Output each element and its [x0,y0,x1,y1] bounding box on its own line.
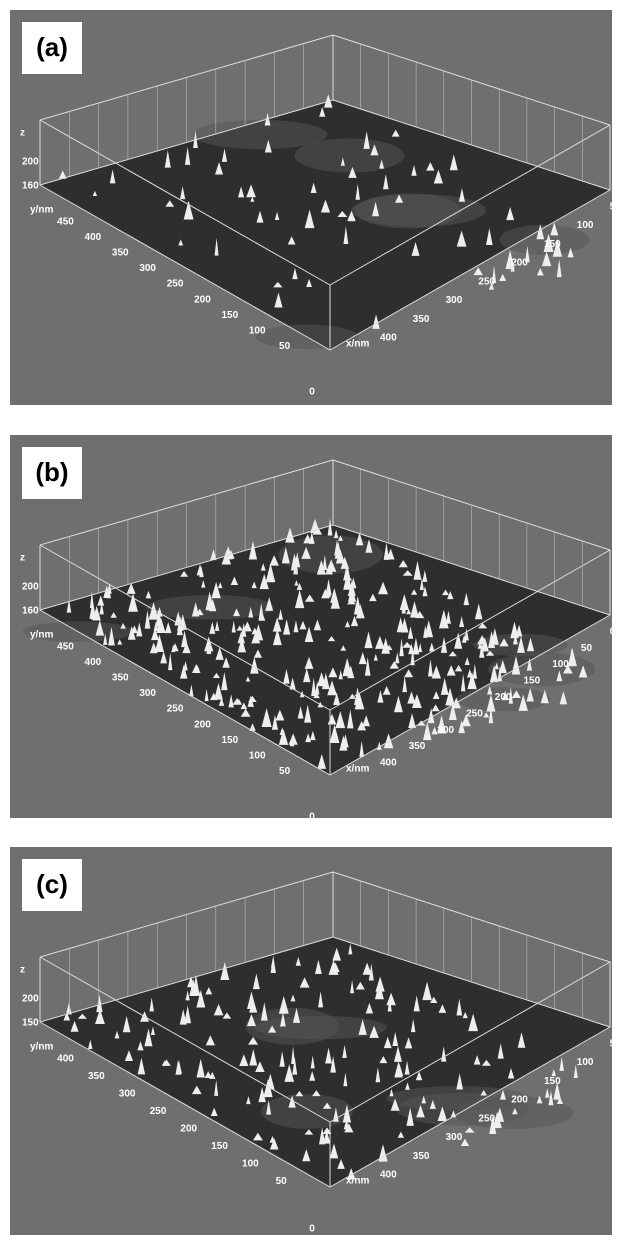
x-tick-label: 400 [380,758,397,769]
x-tick-label: 100 [577,220,594,231]
y-tick-label: 200 [180,1124,197,1135]
y-tick-label: 150 [211,1141,228,1152]
y-tick-label: 0 [309,812,315,823]
x-tick-label: 300 [446,295,463,306]
y-tick-label: 250 [150,1106,167,1117]
x-tick-label: 100 [552,659,569,670]
panel-label: (a) [36,32,68,62]
z-label: z [20,553,25,564]
y-tick-label: 100 [242,1159,259,1170]
y-tick-label: 50 [276,1176,288,1187]
z-tick-label: 200 [22,994,39,1005]
x-tick-label: 300 [437,725,454,736]
x-tick-label: 250 [466,708,483,719]
y-tick-label: 0 [309,1224,315,1235]
x-label: x/nm [346,1176,369,1187]
y-tick-label: 150 [221,735,238,746]
x-tick-label: 350 [413,1151,430,1162]
x-tick-label: 200 [495,692,512,703]
panel-label: (c) [36,869,68,899]
z-label: z [20,128,25,139]
z-label: z [20,965,25,976]
x-tick-label: 50 [610,201,621,212]
y-tick-label: 400 [85,232,102,243]
y-tick-label: 100 [249,750,266,761]
y-tick-label: 250 [167,704,184,715]
x-tick-label: 250 [478,276,495,287]
y-tick-label: 400 [57,1053,74,1064]
y-tick-label: 50 [279,766,291,777]
y-tick-label: 350 [88,1071,105,1082]
z-tick-label: 200 [22,157,39,168]
y-label: y/nm [30,205,53,216]
figure: (a) z 200 160 y/nm 450 400 350 300 250 200 150 100 50… [0,0,621,1241]
x-tick-label: 150 [544,1076,561,1087]
surface-texture [351,194,486,227]
x-tick-label: 200 [511,258,528,269]
x-tick-label: 50 [581,643,593,654]
y-tick-label: 200 [194,719,211,730]
y-tick-label: 300 [119,1088,136,1099]
panel: (c) z 200 150 y/nm 400 350 300 250 200 150 100 50 0 50… [10,847,621,1235]
z-tick-label: 160 [22,181,39,192]
y-tick-label: 0 [309,387,315,398]
y-tick-label: 450 [57,216,74,227]
y-tick-label: 150 [221,310,238,321]
y-tick-label: 50 [279,341,291,352]
y-tick-label: 450 [57,641,74,652]
y-tick-label: 400 [85,657,102,668]
y-tick-label: 250 [167,279,184,290]
x-tick-label: 150 [544,239,561,250]
x-label: x/nm [346,764,369,775]
z-tick-label: 160 [22,606,39,617]
x-tick-label: 400 [380,1170,397,1181]
x-tick-label: 100 [577,1057,594,1068]
x-tick-label: 350 [409,741,426,752]
surface-texture [261,1094,353,1129]
x-tick-label: 50 [610,1038,621,1049]
y-tick-label: 300 [139,263,156,274]
x-tick-label: 300 [446,1132,463,1143]
y-tick-label: 200 [194,294,211,305]
x-tick-label: 350 [413,314,430,325]
panel-label: (b) [35,457,68,487]
y-tick-label: 100 [249,325,266,336]
panel: (a) z 200 160 y/nm 450 400 350 300 250 200 150 100 50… [10,10,621,405]
x-tick-label: 250 [478,1113,495,1124]
x-tick-label: 150 [524,676,541,687]
z-tick-label: 150 [22,1018,39,1029]
x-tick-label: 200 [511,1095,528,1106]
y-tick-label: 350 [112,673,129,684]
y-tick-label: 350 [112,248,129,259]
panel: (b) z 200 160 y/nm 450 400 350 300 250 200 150 100 50… [10,435,616,823]
z-tick-label: 200 [22,582,39,593]
x-tick-label: 400 [380,333,397,344]
surface-texture [245,1008,339,1045]
y-label: y/nm [30,630,53,641]
x-tick-label: 0 [610,626,616,637]
y-tick-label: 300 [139,688,156,699]
x-label: x/nm [346,339,369,350]
y-label: y/nm [30,1042,53,1053]
